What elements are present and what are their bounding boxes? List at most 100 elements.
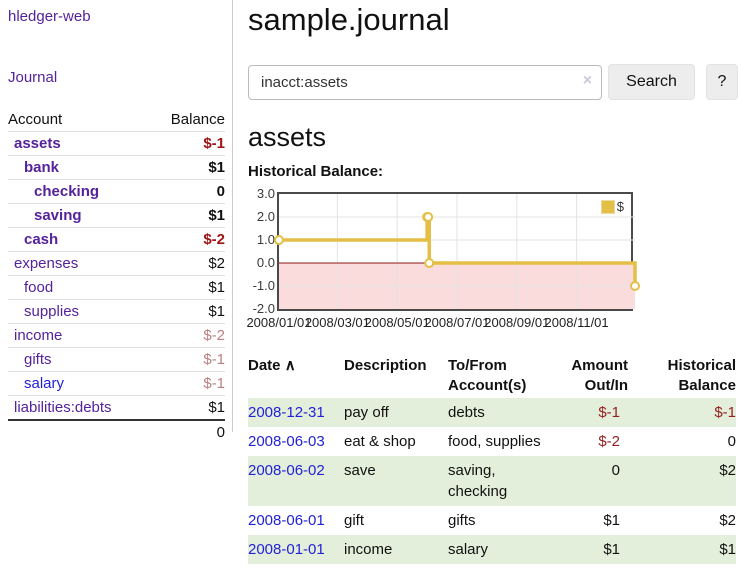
account-link-food[interactable]: food (24, 279, 54, 296)
account-link-gifts[interactable]: gifts (24, 351, 52, 368)
account-balance: $-1 (150, 347, 225, 372)
transaction-amount: $1 (603, 512, 620, 529)
account-row: checking 0 (8, 179, 225, 204)
transaction-row: 2008-06-01 gift gifts $1 $2 (248, 506, 736, 535)
account-link-expenses[interactable]: expenses (14, 255, 79, 272)
search-input[interactable] (248, 64, 603, 100)
x-tick-label: 2008/09/01 (484, 315, 550, 330)
account-column-header: Account (8, 108, 151, 132)
account-link-salary[interactable]: salary (24, 375, 65, 392)
account-link-income[interactable]: income (14, 327, 63, 344)
account-row: gifts $-1 (8, 347, 225, 372)
account-balance: $1 (150, 203, 225, 228)
account-row: bank $1 (8, 155, 225, 180)
transaction-accounts: saving, checking (448, 456, 556, 506)
account-row: salary $-1 (8, 371, 225, 396)
register-header-row: Date ∧ Description To/From Account(s) Am… (248, 354, 736, 398)
account-row: cash $-2 (8, 227, 225, 252)
transaction-amount: $-1 (556, 398, 628, 427)
account-balance: $1 (150, 395, 225, 421)
transaction-description: gift (344, 512, 365, 529)
transaction-description: save (344, 456, 448, 506)
account-link-liabilities-debts[interactable]: liabilities:debts (14, 399, 112, 416)
transaction-accounts: salary (448, 535, 556, 564)
account-row: supplies $1 (8, 299, 225, 324)
y-tick-label: -1.0 (252, 278, 275, 293)
account-row: food $1 (8, 275, 225, 300)
transaction-date-link[interactable]: 2008-06-02 (248, 462, 325, 479)
transaction-description: income (344, 535, 448, 564)
transaction-row: 2008-12-31 pay off debts $-1 $-1 (248, 398, 736, 427)
app-brand-link[interactable]: hledger-web (8, 8, 91, 25)
x-tick-label: 2008/05/01 (364, 315, 430, 330)
register-table: Date ∧ Description To/From Account(s) Am… (248, 354, 736, 564)
clear-search-icon[interactable]: × (582, 71, 593, 89)
transaction-amount: $1 (556, 535, 628, 564)
account-row: assets $-1 (8, 131, 225, 156)
account-balance: $2 (150, 251, 225, 276)
y-tick-label: 1.0 (256, 232, 275, 247)
sidebar-divider (232, 0, 233, 432)
accounts-table: Account Balance assets $-1 bank $1 check… (8, 108, 225, 444)
transaction-date-link[interactable]: 2008-06-01 (248, 512, 325, 529)
transaction-amount: 0 (556, 456, 628, 506)
search-button[interactable]: Search (608, 64, 695, 100)
help-button[interactable]: ? (705, 64, 738, 100)
page-title: sample.journal (248, 2, 450, 37)
account-balance: $-2 (150, 323, 225, 348)
sort-asc-icon: ∧ (284, 357, 296, 374)
account-balance: $-1 (150, 371, 225, 396)
transaction-date-link[interactable]: 2008-06-03 (248, 433, 325, 450)
transaction-balance: 0 (727, 433, 736, 450)
y-tick-label: 3.0 (256, 186, 275, 201)
accounts-header-row: Account Balance (8, 108, 225, 132)
account-balance: $1 (150, 275, 225, 300)
chart-legend: $ (600, 199, 624, 214)
historical-balance-column-header: Historical Balance (667, 357, 736, 394)
transaction-description: eat & shop (344, 433, 416, 450)
accounts-total: 0 (150, 419, 225, 444)
chart-heading: Historical Balance: (248, 163, 384, 180)
account-balance: $-2 (150, 227, 225, 252)
transaction-accounts: gifts (448, 512, 476, 529)
balance-column-header: Balance (150, 108, 225, 132)
transaction-date-link[interactable]: 2008-12-31 (248, 404, 325, 421)
y-tick-label: 0.0 (256, 255, 275, 270)
transaction-row: 2008-06-03 eat & shop food, supplies $-2… (248, 427, 736, 456)
transaction-accounts: debts (448, 398, 556, 427)
y-tick-label: -2.0 (252, 301, 275, 316)
account-balance: $1 (150, 155, 225, 180)
tofrom-column-header: To/From Account(s) (448, 357, 527, 394)
transaction-balance: $-1 (628, 398, 736, 427)
account-row: liabilities:debts $1 (8, 395, 225, 421)
legend-label: $ (616, 199, 624, 214)
chart-plot-area: $ (274, 192, 640, 311)
account-link-checking[interactable]: checking (34, 183, 100, 200)
search-form: × Search ? (248, 64, 738, 100)
account-row: expenses $2 (8, 251, 225, 276)
amount-column-header: Amount Out/In (571, 357, 628, 394)
x-tick-label: 2008/11/01 (544, 315, 609, 330)
account-link-cash[interactable]: cash (24, 231, 59, 248)
transaction-balance: $2 (719, 512, 736, 529)
transaction-balance: $2 (628, 456, 736, 506)
account-link-supplies[interactable]: supplies (24, 303, 80, 320)
accounts-total-row: 0 (8, 419, 225, 444)
sidebar: hledger-web Journal Account Balance asse… (0, 0, 231, 444)
date-column-header[interactable]: Date ∧ (248, 357, 296, 374)
account-row: saving $1 (8, 203, 225, 228)
transaction-row: 2008-01-01 income salary $1 $1 (248, 535, 736, 564)
account-link-assets[interactable]: assets (14, 135, 61, 152)
account-row: income $-2 (8, 323, 225, 348)
account-balance: $1 (150, 299, 225, 324)
transaction-description: pay off (344, 398, 448, 427)
description-column-header: Description (344, 357, 427, 374)
account-heading: assets (248, 122, 327, 152)
transaction-row: 2008-06-02 save saving, checking 0 $2 (248, 456, 736, 506)
account-link-saving[interactable]: saving (34, 207, 82, 224)
account-link-bank[interactable]: bank (24, 159, 60, 176)
x-tick-label: 2008/01/01 (246, 315, 312, 330)
transaction-date-link[interactable]: 2008-01-01 (248, 541, 325, 558)
sidebar-item-journal[interactable]: Journal (8, 69, 58, 86)
account-balance: 0 (150, 179, 225, 204)
